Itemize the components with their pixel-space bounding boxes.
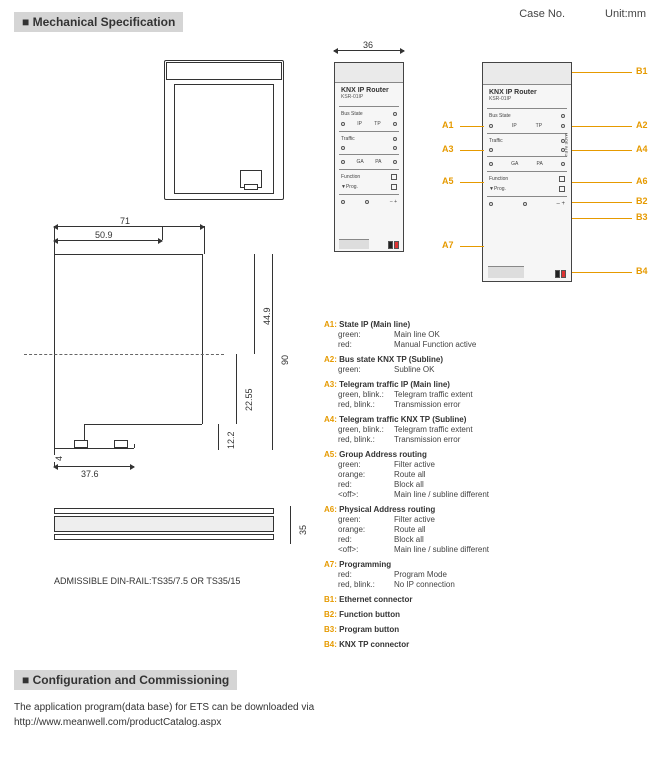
din-rail-drawing: 35 xyxy=(14,500,314,570)
bus-state-lbl: Bus State xyxy=(341,111,363,117)
legend-title-B3: B3: Program button xyxy=(324,625,656,635)
bus-state-lbl2: Bus State xyxy=(489,113,511,119)
legend-title-A6: A6: Physical Address routing xyxy=(324,505,656,515)
legend-title-A1: A1: State IP (Main line) xyxy=(324,320,656,330)
legend-row: red:Program Mode xyxy=(324,570,656,580)
callout-a6: A6 xyxy=(636,176,648,186)
traffic-lbl: Traffic xyxy=(341,136,355,142)
config-header: Configuration and Commissioning xyxy=(14,670,237,690)
left-column: 71 50.9 90 44.9 xyxy=(14,50,314,650)
legend-row: orange:Route all xyxy=(324,525,656,535)
legend-row: <off>:Main line / subline different xyxy=(324,490,656,500)
func-lbl: Function xyxy=(341,174,360,180)
legend-title-A4: A4: Telegram traffic KNX TP (Subline) xyxy=(324,415,656,425)
device-title-large: KNX IP Router xyxy=(483,85,571,96)
legend-row: green:Filter active xyxy=(324,460,656,470)
legend-title-A7: A7: Programming xyxy=(324,560,656,570)
main-area: 71 50.9 90 44.9 xyxy=(14,50,656,650)
legend-row: green:Main line OK xyxy=(324,330,656,340)
legend-row: red, blink.:No IP connection xyxy=(324,580,656,590)
dim-4: 4 xyxy=(54,455,64,462)
pa-lbl: PA xyxy=(375,159,381,165)
legend-title-B1: B1: Ethernet connector xyxy=(324,595,656,605)
legend-row: green:Filter active xyxy=(324,515,656,525)
tp-lbl: TP xyxy=(374,121,380,127)
callout-a1: A1 xyxy=(442,120,454,130)
callout-a2: A2 xyxy=(636,120,648,130)
callout-a4: A4 xyxy=(636,144,648,154)
legend-row: red:Manual Function active xyxy=(324,340,656,350)
ip-lbl: IP xyxy=(357,121,362,127)
device-large: KNX IP Router KSR-01IP Bus State IP TP Tr… xyxy=(482,62,572,282)
ga-lbl2: GA xyxy=(511,161,518,167)
callout-b3: B3 xyxy=(636,212,648,222)
callout-b4: B4 xyxy=(636,266,648,276)
legend-row: green, blink.:Telegram traffic extent xyxy=(324,425,656,435)
legend-row: green, blink.:Telegram traffic extent xyxy=(324,390,656,400)
ip-lbl2: IP xyxy=(512,123,517,129)
mech-spec-header: Mechanical Specification xyxy=(14,12,183,32)
prog-lbl2: ▼Prog. xyxy=(489,186,506,192)
legend-title-B4: B4: KNX TP connector xyxy=(324,640,656,650)
device-model-large: KSR-01IP xyxy=(483,96,571,106)
device-title-small: KNX IP Router xyxy=(335,83,403,94)
dim-36: 36 xyxy=(362,40,374,50)
device-callout: KNX IP Router KSR-01IP Bus State IP TP Tr… xyxy=(442,50,652,310)
top-view-drawing xyxy=(14,50,314,220)
top-right-labels: Case No. Unit:mm xyxy=(519,8,656,20)
callout-b2: B2 xyxy=(636,196,648,206)
callout-a7: A7 xyxy=(442,240,454,250)
legend-row: red:Block all xyxy=(324,535,656,545)
legend-row: red:Block all xyxy=(324,480,656,490)
right-column: 36 KNX IP Router KSR-01IP Bus State IPTP… xyxy=(324,50,656,650)
legend-row: <off>:Main line / subline different xyxy=(324,545,656,555)
func-lbl2: Function xyxy=(489,176,508,182)
pa-lbl2: PA xyxy=(537,161,543,167)
config-text: The application program(data base) for E… xyxy=(14,702,656,713)
legend: A1: State IP (Main line)green:Main line … xyxy=(324,320,656,650)
dim-12-2: 12.2 xyxy=(226,430,236,450)
callout-a3: A3 xyxy=(442,144,454,154)
dim-44-9: 44.9 xyxy=(262,306,272,326)
callout-a5: A5 xyxy=(442,176,454,186)
tp-lbl2: TP xyxy=(536,123,542,129)
prog-lbl: ▼Prog. xyxy=(341,184,358,190)
legend-title-A2: A2: Bus state KNX TP (Subline) xyxy=(324,355,656,365)
rail-note: ADMISSIBLE DIN-RAIL:TS35/7.5 OR TS35/15 xyxy=(54,576,314,586)
dim-90: 90 xyxy=(280,354,290,366)
config-url: http://www.meanwell.com/productCatalog.a… xyxy=(14,717,656,728)
side-view-drawing: 71 50.9 90 44.9 xyxy=(14,226,314,486)
legend-title-A3: A3: Telegram traffic IP (Main line) xyxy=(324,380,656,390)
dim-35: 35 xyxy=(298,524,308,536)
legend-row: green:Subline OK xyxy=(324,365,656,375)
legend-title-A5: A5: Group Address routing xyxy=(324,450,656,460)
dim-50-9: 50.9 xyxy=(94,230,114,240)
device-small: KNX IP Router KSR-01IP Bus State IP TP Tr… xyxy=(334,62,404,252)
case-no-label: Case No. xyxy=(519,8,565,20)
device-model-small: KSR-01IP xyxy=(335,94,403,104)
legend-row: red, blink.:Transmission error xyxy=(324,400,656,410)
unit-label: Unit:mm xyxy=(605,8,646,20)
made-label: MADE IN EU xyxy=(564,133,569,156)
traffic-lbl2: Traffic xyxy=(489,138,503,144)
callout-b1: B1 xyxy=(636,66,648,76)
legend-row: red, blink.:Transmission error xyxy=(324,435,656,445)
front-small: 36 KNX IP Router KSR-01IP Bus State IPTP… xyxy=(324,50,424,310)
ga-lbl: GA xyxy=(356,159,363,165)
top-row: Mechanical Specification Case No. Unit:m… xyxy=(14,8,656,40)
legend-row: orange:Route all xyxy=(324,470,656,480)
legend-title-B2: B2: Function button xyxy=(324,610,656,620)
dim-37-6: 37.6 xyxy=(80,469,100,479)
right-top-row: 36 KNX IP Router KSR-01IP Bus State IPTP… xyxy=(324,50,656,310)
dim-71: 71 xyxy=(119,216,131,226)
dim-22-55: 22.55 xyxy=(244,387,254,412)
